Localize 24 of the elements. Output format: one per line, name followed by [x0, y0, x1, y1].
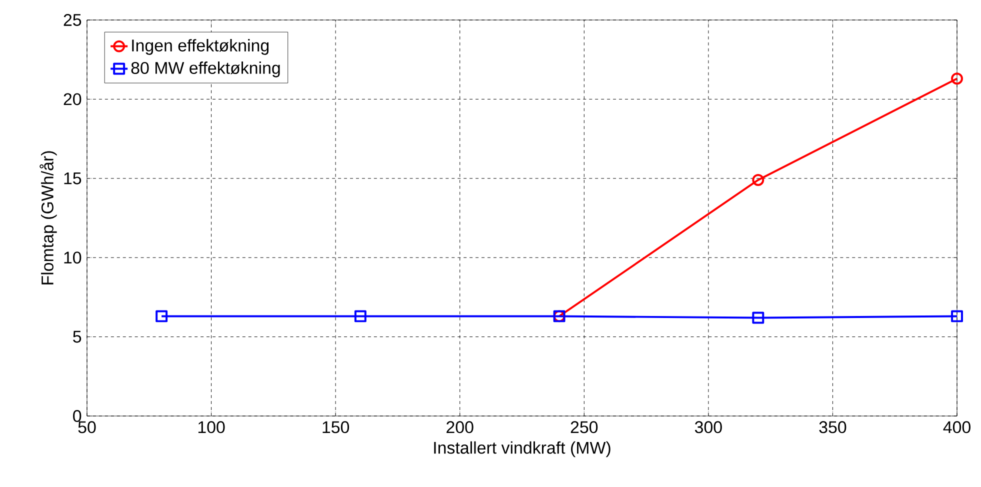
legend-label: Ingen effektøkning [132, 39, 269, 55]
x-tick-label: 300 [694, 421, 722, 434]
y-tick-label: 0 [73, 410, 82, 422]
point [354, 310, 366, 322]
y-tick-label: 25 [64, 14, 82, 26]
legend-label: 80 MW effektøkning [131, 62, 280, 78]
x-tick-label: 200 [446, 421, 474, 434]
y-tick-label: 5 [73, 330, 82, 343]
x-tick-label: 250 [570, 421, 598, 434]
point [951, 72, 963, 85]
point [156, 310, 168, 322]
x-tick-label: 100 [198, 421, 225, 434]
point [752, 174, 764, 186]
y-axis-title: Flomtap (GWh/år) [40, 151, 57, 284]
y-tick-label: 20 [64, 93, 82, 106]
point [752, 312, 764, 324]
y-tick-label: 10 [64, 252, 82, 264]
x-tick-label: 50 [78, 421, 96, 434]
x-tick-label: 400 [943, 421, 970, 434]
x-tick-label: 150 [322, 421, 350, 434]
y-tick-label: 15 [64, 172, 82, 184]
point [951, 310, 963, 322]
x-tick-label: 350 [819, 421, 846, 434]
x-axis-title: Installert vindkraft (MW) [434, 441, 610, 458]
